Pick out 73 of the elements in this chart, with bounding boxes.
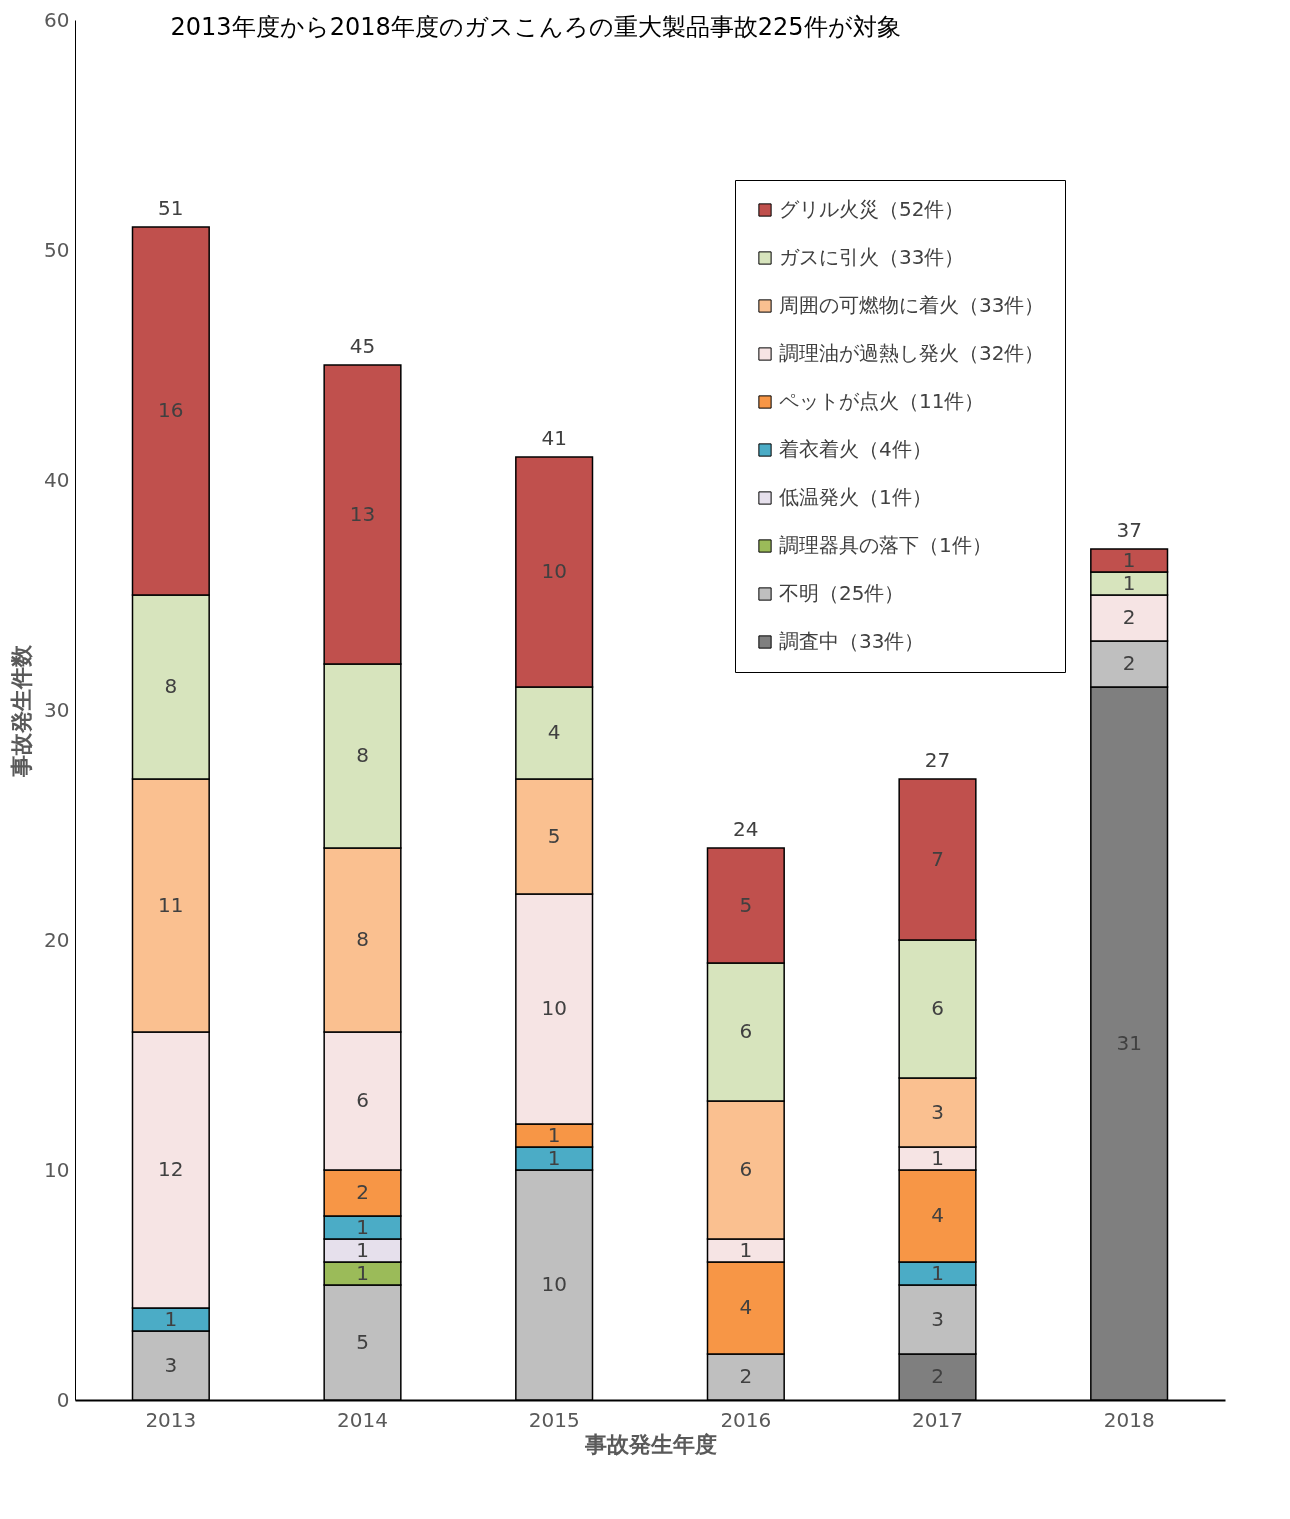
data-label: 31 bbox=[1116, 1030, 1142, 1055]
data-label: 5 bbox=[356, 1329, 369, 1354]
data-label: 8 bbox=[356, 743, 369, 767]
y-axis-title: 事故発生件数 bbox=[9, 643, 35, 778]
data-label: 2 bbox=[739, 1364, 753, 1388]
y-tick-label: 30 bbox=[44, 697, 70, 722]
data-label: 2 bbox=[356, 1180, 369, 1204]
data-label: 1 bbox=[931, 1145, 944, 1170]
data-label: 10 bbox=[541, 996, 567, 1020]
total-label: 45 bbox=[349, 334, 376, 358]
data-label: 2 bbox=[931, 1364, 944, 1388]
data-label: 11 bbox=[158, 892, 184, 917]
data-label: 4 bbox=[931, 1203, 944, 1227]
y-tick-label: 20 bbox=[44, 927, 70, 952]
legend-label: 調査中（33件） bbox=[779, 629, 925, 653]
y-tick-label: 10 bbox=[44, 1157, 70, 1182]
data-label: 6 bbox=[739, 1157, 753, 1181]
legend-label: 周囲の可燃物に着火（33件） bbox=[779, 293, 1045, 317]
total-label: 41 bbox=[541, 426, 567, 450]
data-label: 2 bbox=[1122, 605, 1136, 629]
data-label: 12 bbox=[158, 1157, 184, 1181]
total-label: 37 bbox=[1116, 518, 1142, 542]
x-tick-label: 2018 bbox=[1103, 1407, 1155, 1432]
data-label: 8 bbox=[164, 674, 178, 698]
x-tick-label: 2016 bbox=[720, 1407, 772, 1432]
legend-label: ペットが点火（11件） bbox=[779, 389, 985, 413]
data-label: 3 bbox=[931, 1099, 944, 1124]
y-tick-label: 60 bbox=[44, 7, 70, 32]
data-label: 7 bbox=[931, 846, 944, 871]
data-label: 8 bbox=[356, 927, 369, 951]
legend-label: 着衣着火（4件） bbox=[779, 437, 932, 461]
data-label: 1 bbox=[739, 1237, 753, 1262]
x-tick-label: 2017 bbox=[912, 1407, 963, 1432]
y-tick-label: 40 bbox=[44, 467, 70, 492]
data-label: 1 bbox=[1122, 547, 1136, 572]
legend-label: 不明（25件） bbox=[779, 581, 905, 605]
y-tick-label: 50 bbox=[44, 237, 70, 262]
total-label: 51 bbox=[158, 196, 184, 220]
data-label: 1 bbox=[164, 1306, 178, 1331]
data-label: 1 bbox=[1122, 570, 1136, 595]
data-label: 3 bbox=[164, 1352, 178, 1377]
data-label: 1 bbox=[547, 1122, 561, 1147]
data-label: 4 bbox=[547, 720, 561, 744]
data-label: 1 bbox=[356, 1237, 369, 1262]
data-label: 10 bbox=[541, 559, 567, 583]
data-label: 1 bbox=[931, 1260, 944, 1285]
data-label: 6 bbox=[739, 1019, 753, 1043]
data-label: 1 bbox=[547, 1145, 561, 1170]
total-label: 27 bbox=[924, 748, 951, 772]
x-tick-label: 2015 bbox=[528, 1407, 580, 1432]
data-label: 2 bbox=[1122, 651, 1136, 675]
chart-title: 2013年度から2018年度のガスこんろの重大製品事故225件が対象 bbox=[170, 13, 901, 41]
legend-label: 調理油が過熱し発火（32件） bbox=[779, 341, 1045, 365]
legend-label: ガスに引火（33件） bbox=[779, 245, 965, 269]
x-tick-label: 2014 bbox=[337, 1407, 388, 1432]
data-label: 1 bbox=[356, 1214, 369, 1239]
data-label: 13 bbox=[349, 501, 376, 526]
data-label: 3 bbox=[931, 1306, 944, 1331]
legend-label: グリル火災（52件） bbox=[779, 197, 965, 221]
y-tick-label: 0 bbox=[56, 1387, 70, 1412]
legend-label: 調理器具の落下（1件） bbox=[779, 533, 992, 557]
data-label: 6 bbox=[356, 1088, 369, 1112]
data-label: 10 bbox=[541, 1272, 567, 1296]
x-axis-title: 事故発生年度 bbox=[583, 1431, 717, 1457]
total-label: 24 bbox=[733, 817, 759, 841]
data-label: 4 bbox=[739, 1295, 753, 1319]
data-label: 5 bbox=[547, 823, 561, 848]
data-label: 6 bbox=[931, 996, 944, 1020]
data-label: 1 bbox=[356, 1260, 369, 1285]
legend-label: 低温発火（1件） bbox=[779, 485, 932, 509]
data-label: 16 bbox=[158, 398, 184, 422]
x-tick-label: 2013 bbox=[145, 1407, 197, 1432]
data-label: 5 bbox=[739, 892, 753, 917]
